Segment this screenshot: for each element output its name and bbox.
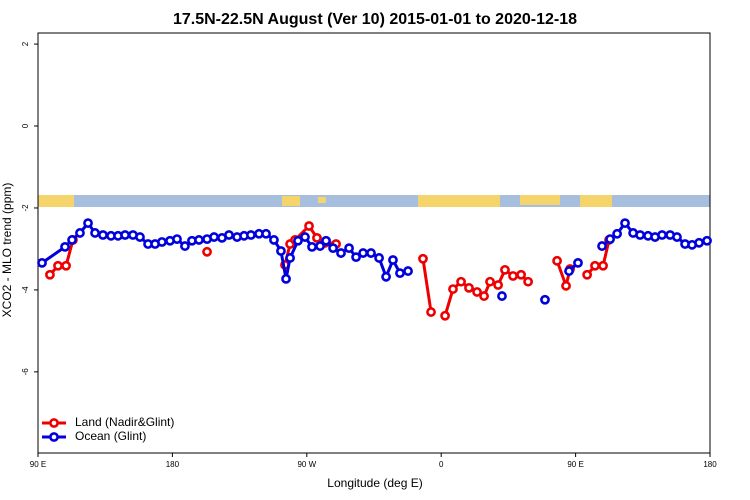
point: [573, 257, 583, 268]
point: [497, 291, 507, 301]
point: [561, 280, 571, 291]
point: [315, 241, 325, 251]
point: [276, 246, 286, 256]
point: [261, 228, 271, 239]
legend-label: Ocean (Glint): [75, 429, 146, 443]
point: [508, 271, 518, 281]
point: [307, 241, 317, 252]
y-tick-label: -4: [21, 286, 30, 294]
point: [358, 248, 368, 258]
point: [500, 264, 510, 275]
point: [418, 253, 428, 264]
point: [312, 232, 322, 243]
point: [321, 235, 331, 246]
point: [246, 230, 256, 240]
x-tick-label: 180: [166, 460, 180, 469]
point: [590, 260, 600, 271]
point: [269, 235, 279, 245]
point: [281, 273, 291, 284]
point: [448, 284, 458, 294]
point: [440, 310, 450, 321]
point: [194, 235, 204, 245]
x-tick-label: 90 E: [30, 460, 46, 469]
point: [224, 230, 234, 240]
y-axis-label: XCO2 - MLO trend (ppm): [0, 183, 14, 318]
x-tick-label: 180: [703, 460, 717, 469]
point: [45, 269, 55, 280]
point: [300, 232, 310, 242]
point: [374, 253, 384, 263]
point: [209, 232, 219, 242]
point: [388, 255, 398, 265]
x-tick-label: 90 E: [567, 460, 583, 469]
legend-marker: [49, 418, 59, 428]
point: [456, 276, 466, 287]
chart-title: 17.5N-22.5N August (Ver 10) 2015-01-01 t…: [173, 11, 577, 28]
point: [366, 248, 376, 258]
point: [172, 234, 182, 245]
point: [516, 269, 526, 280]
x-axis-label: Longitude (deg E): [327, 476, 422, 490]
map-strip: [38, 195, 710, 207]
point: [344, 243, 354, 254]
point: [336, 248, 346, 258]
legend-label: Land (Nadir&Glint): [75, 415, 174, 429]
y-tick-label: 2: [21, 41, 30, 46]
point: [597, 241, 607, 251]
point: [523, 276, 534, 287]
point: [479, 291, 489, 301]
y-tick-label: -2: [21, 204, 30, 212]
legend-marker: [49, 432, 59, 442]
point: [120, 230, 130, 240]
point: [328, 243, 338, 254]
point: [426, 307, 436, 317]
point: [293, 235, 303, 246]
point: [694, 237, 704, 248]
y-tick-label: -6: [21, 368, 30, 376]
point: [37, 257, 47, 268]
point: [657, 230, 667, 240]
point: [98, 230, 108, 240]
point: [620, 218, 630, 229]
point: [304, 221, 314, 231]
point: [702, 235, 712, 246]
point: [135, 232, 145, 242]
point: [351, 252, 361, 263]
point: [53, 260, 63, 271]
y-tick-label: 0: [21, 123, 30, 128]
point: [403, 266, 413, 276]
point: [464, 282, 474, 293]
point: [60, 241, 70, 252]
point: [381, 271, 391, 282]
point: [202, 246, 212, 257]
point: [157, 237, 167, 247]
point: [485, 276, 495, 287]
point: [598, 260, 608, 271]
point: [564, 266, 574, 276]
x-tick-label: 90 W: [297, 460, 316, 469]
point: [180, 241, 190, 251]
point: [552, 255, 562, 266]
point: [61, 260, 71, 271]
point: [285, 253, 295, 263]
point: [493, 280, 503, 290]
x-tick-label: 0: [439, 460, 444, 469]
point: [635, 230, 646, 240]
point: [472, 287, 482, 297]
point: [605, 234, 615, 245]
point: [395, 268, 405, 279]
point: [612, 228, 623, 239]
point: [67, 235, 77, 245]
point: [83, 218, 93, 229]
point: [90, 228, 100, 238]
point: [75, 228, 85, 238]
point: [540, 294, 550, 305]
point: [582, 269, 592, 280]
point: [672, 232, 682, 242]
